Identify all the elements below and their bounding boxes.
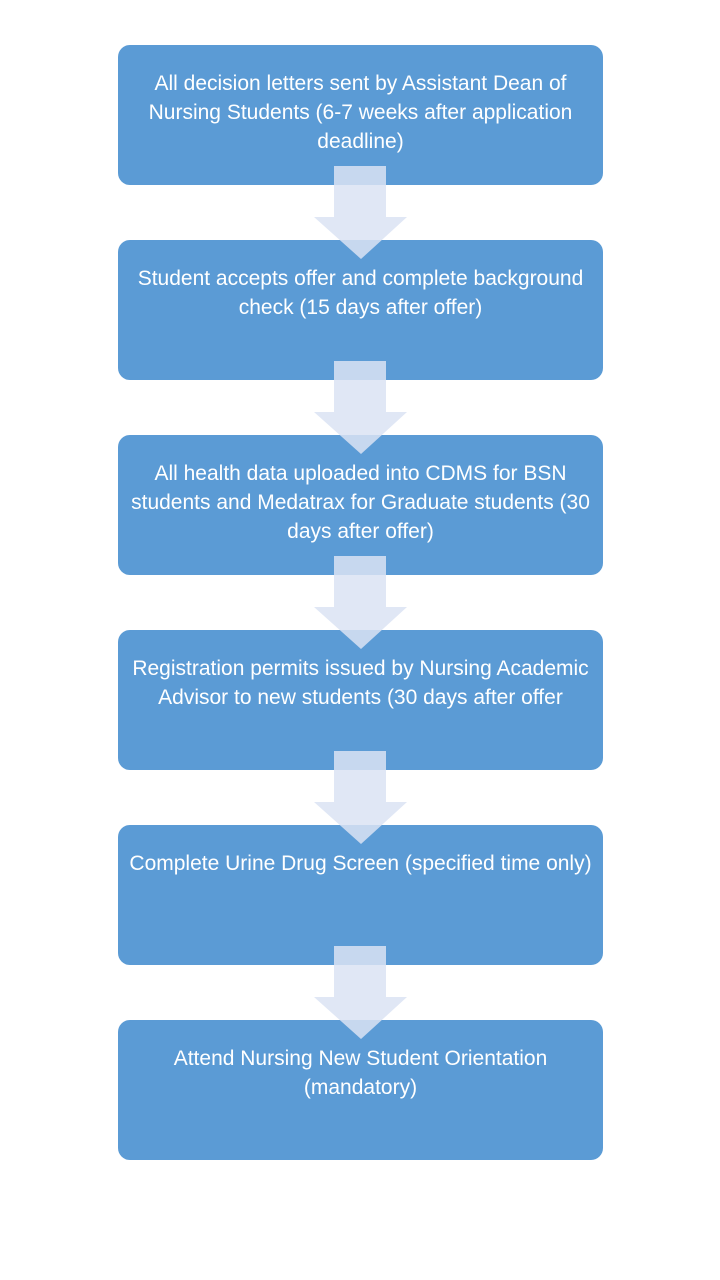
down-arrow-icon: [314, 361, 407, 454]
step-3-box: All health data uploaded into CDMS for B…: [118, 435, 603, 575]
step-1-box: All decision letters sent by Assistant D…: [118, 45, 603, 185]
step-6-text: Attend Nursing New Student Orientation (…: [173, 1047, 548, 1099]
step-4-text: Registration permits issued by Nursing A…: [132, 657, 589, 709]
down-arrow-icon: [314, 751, 407, 844]
step-5-text: Complete Urine Drug Screen (specified ti…: [129, 852, 592, 875]
step-2-text: Student accepts offer and complete backg…: [137, 267, 584, 319]
step-6-box: Attend Nursing New Student Orientation (…: [118, 1020, 603, 1160]
down-arrow-icon: [314, 946, 407, 1039]
step-2-box: Student accepts offer and complete backg…: [118, 240, 603, 380]
step-1-text: All decision letters sent by Assistant D…: [148, 72, 573, 153]
step-4-box: Registration permits issued by Nursing A…: [118, 630, 603, 770]
step-3-text: All health data uploaded into CDMS for B…: [131, 462, 590, 543]
step-5-box: Complete Urine Drug Screen (specified ti…: [118, 825, 603, 965]
down-arrow-icon: [314, 556, 407, 649]
down-arrow-icon: [314, 166, 407, 259]
